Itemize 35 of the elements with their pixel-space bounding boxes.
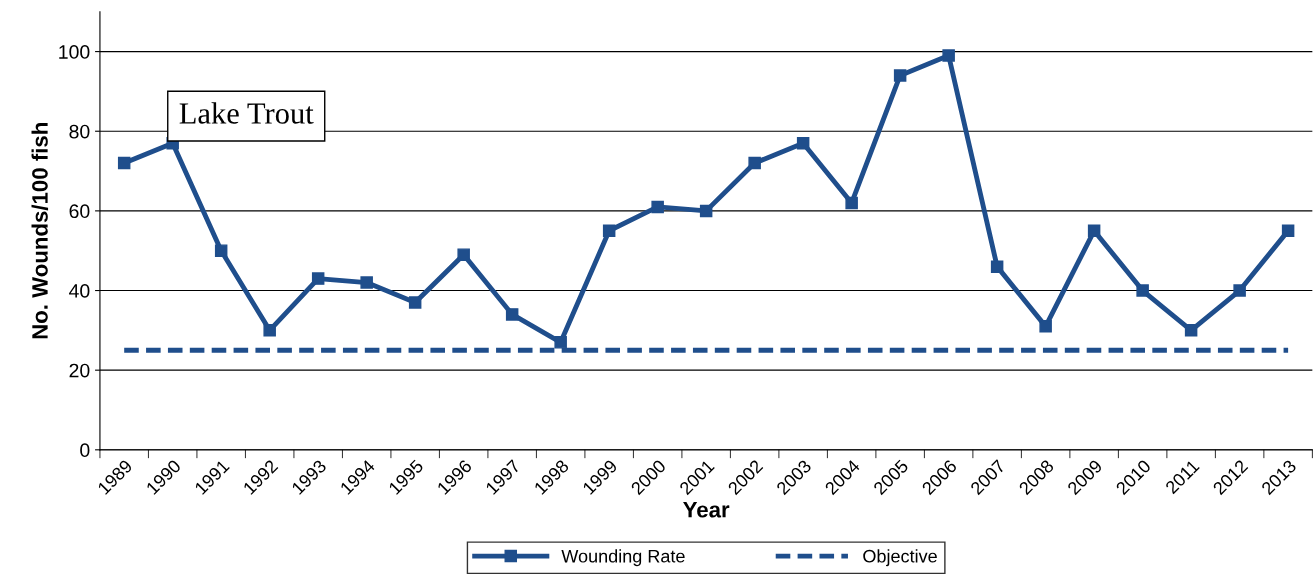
point — [214, 244, 228, 257]
x-axis-title: Year — [683, 502, 730, 518]
point — [457, 248, 470, 261]
y-tick-label: 80 — [69, 124, 90, 139]
y-tick-label: 20 — [69, 363, 90, 378]
point — [1136, 284, 1149, 297]
point — [748, 156, 761, 170]
point — [651, 200, 664, 214]
point — [408, 296, 422, 309]
y-tick-label: 60 — [69, 204, 90, 219]
point — [699, 204, 713, 218]
point — [796, 136, 810, 150]
point — [845, 196, 858, 210]
point — [360, 276, 373, 289]
point — [1087, 224, 1101, 238]
legend-label: Objective — [863, 549, 937, 567]
y-tick-label: 40 — [69, 283, 90, 298]
point — [602, 224, 616, 238]
y-tick-label: 100 — [59, 45, 90, 59]
point — [1281, 224, 1295, 238]
point — [1184, 324, 1198, 337]
point — [505, 308, 519, 321]
point — [990, 260, 1004, 273]
point — [554, 336, 567, 349]
point — [263, 324, 276, 337]
point — [1039, 320, 1052, 333]
point — [893, 69, 907, 82]
legend-label: Wounding Rate — [561, 549, 685, 567]
point — [1233, 284, 1246, 297]
point — [942, 49, 955, 62]
point — [117, 156, 131, 170]
annotation: Lake Trout — [179, 102, 314, 124]
point — [311, 272, 325, 285]
y-tick-label: 0 — [80, 443, 90, 458]
y-axis-title: No. Wounds/100 fish — [31, 123, 49, 339]
